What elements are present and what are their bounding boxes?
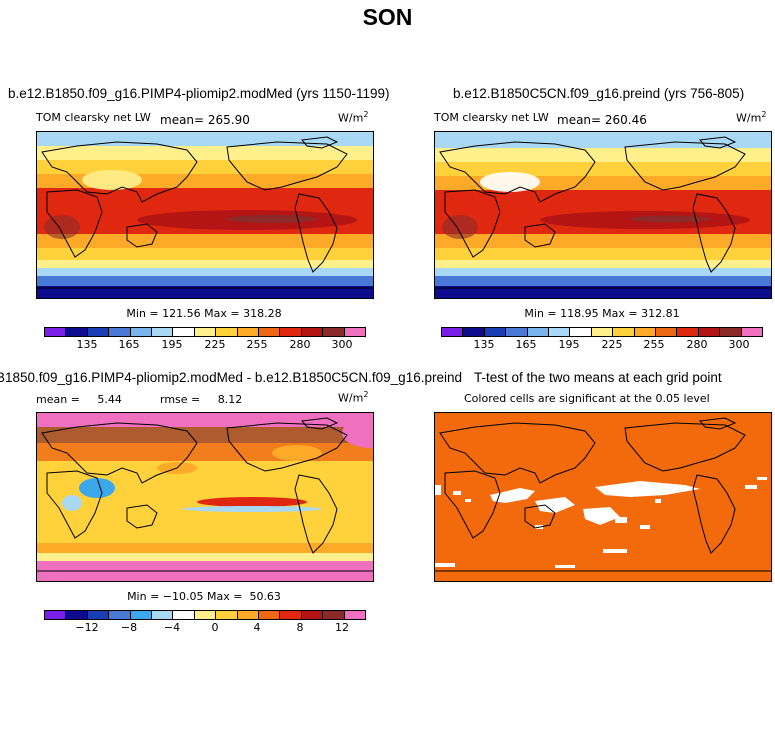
tick-label: 165 <box>118 338 140 351</box>
tick-label: 280 <box>686 338 708 351</box>
mean-label-top-right: mean= 260.46 <box>557 113 647 127</box>
minmax-top-left: Min = 121.56 Max = 318.28 <box>126 307 282 320</box>
tick-label: 135 <box>473 338 495 351</box>
panel-title-bottom-right: T-test of the two means at each grid poi… <box>474 370 722 385</box>
tick-label: 225 <box>204 338 226 351</box>
tick-label: 195 <box>161 338 183 351</box>
figure-title: SON <box>362 4 413 30</box>
mean-label-bottom-left: mean = 5.44 <box>36 393 122 406</box>
variable-label-top-left: TOM clearsky net LW <box>36 111 151 124</box>
colorbar-ticks-bottom-left: −12 −8 −4 0 4 8 12 <box>44 621 364 635</box>
variable-label-top-right: TOM clearsky net LW <box>434 111 549 124</box>
colorbar-ticks-top-right: 135 165 195 225 255 280 300 <box>441 338 761 352</box>
panel-title-top-right: b.e12.B1850C5CN.f09_g16.preind (yrs 756-… <box>453 86 745 101</box>
map-top-right <box>434 131 772 299</box>
tick-label: 225 <box>601 338 623 351</box>
mean-label-top-left: mean= 265.90 <box>160 113 250 127</box>
tick-label: 255 <box>246 338 268 351</box>
tick-label: 8 <box>296 621 304 634</box>
tick-label: 195 <box>558 338 580 351</box>
tick-label: 12 <box>335 621 349 634</box>
tick-label: 4 <box>253 621 261 634</box>
map-top-left <box>36 131 374 299</box>
tick-label: −4 <box>163 621 181 634</box>
tick-label: 300 <box>331 338 353 351</box>
colorbar-bottom-left <box>44 610 366 620</box>
tick-label: 280 <box>289 338 311 351</box>
units-label-bottom-left: W/m2 <box>338 390 369 405</box>
rmse-label-bottom-left: rmse = 8.12 <box>160 393 243 406</box>
tick-label: 0 <box>211 621 219 634</box>
tick-label: 300 <box>728 338 750 351</box>
units-label-top-left: W/m2 <box>338 110 369 125</box>
tick-label: −8 <box>120 621 138 634</box>
map-bottom-left <box>36 412 374 582</box>
panel-title-bottom-left: b.e12.B1850.f09_g16.PIMP4-pliomip2.modMe… <box>0 370 462 385</box>
tick-label: 165 <box>515 338 537 351</box>
tick-label: −12 <box>75 621 99 634</box>
panel-title-top-left: b.e12.B1850.f09_g16.PIMP4-pliomip2.modMe… <box>8 86 390 101</box>
minmax-top-right: Min = 118.95 Max = 312.81 <box>524 307 680 320</box>
units-label-top-right: W/m2 <box>736 110 767 125</box>
colorbar-top-right <box>441 327 763 337</box>
tick-label: 255 <box>643 338 665 351</box>
map-bottom-right <box>434 412 772 582</box>
colorbar-top-left <box>44 327 366 337</box>
subtitle-bottom-right: Colored cells are significant at the 0.0… <box>464 392 710 405</box>
tick-label: 135 <box>76 338 98 351</box>
minmax-bottom-left: Min = −10.05 Max = 50.63 <box>127 590 281 603</box>
panel-title-bottom-left-text: b.e12.B1850.f09_g16.PIMP4-pliomip2.modMe… <box>0 370 462 385</box>
colorbar-ticks-top-left: 135 165 195 225 255 280 300 <box>44 338 364 352</box>
